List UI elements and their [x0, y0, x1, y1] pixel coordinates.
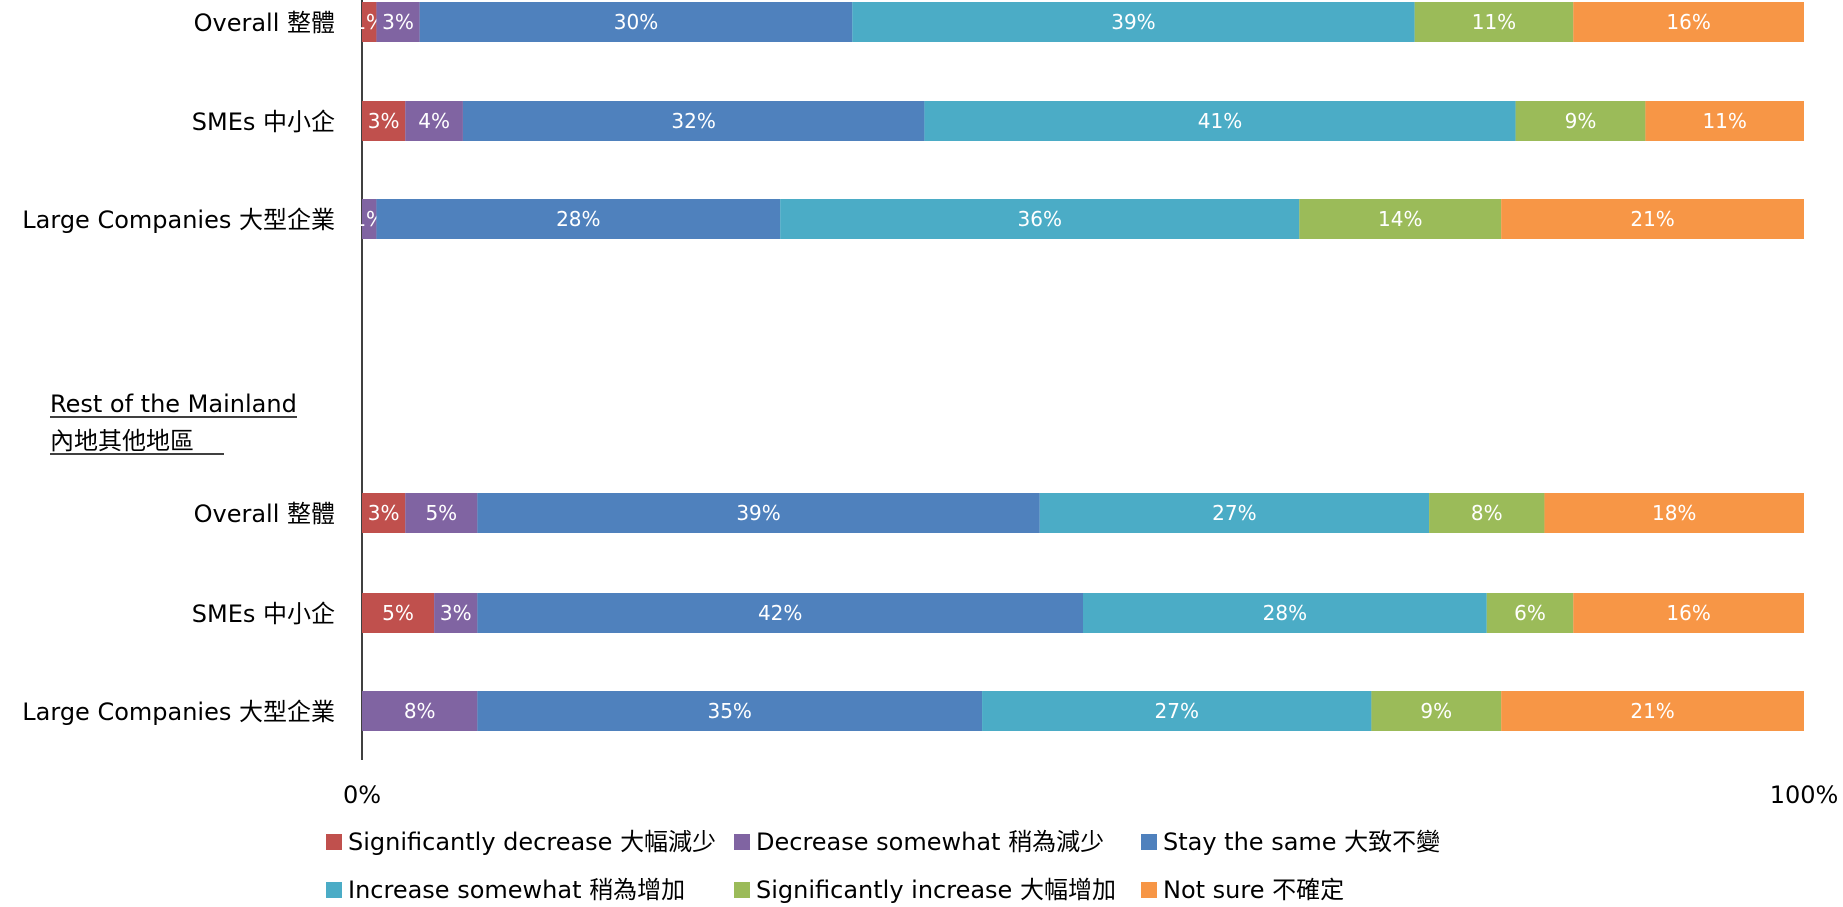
bar-segment: [362, 101, 406, 141]
bar-segment: [434, 593, 478, 633]
category-label: Overall 整體: [194, 9, 335, 37]
bar-segment: [1371, 691, 1502, 731]
category-label: Overall 整體: [194, 500, 335, 528]
legend-swatch: [734, 834, 750, 850]
legend-swatch: [1141, 834, 1157, 850]
legend-swatch: [1141, 882, 1157, 898]
bar-data-label: 21%: [1630, 207, 1674, 231]
bar-data-label: 14%: [1378, 207, 1422, 231]
bar-segment: [1645, 101, 1804, 141]
bar-segment: [362, 2, 377, 42]
legend-swatch: [326, 834, 342, 850]
bar-data-label: 30%: [614, 10, 658, 34]
bar-data-label: 39%: [736, 501, 780, 525]
category-label: SMEs 中小企: [192, 108, 335, 136]
legend-label: Decrease somewhat 稍為減少: [756, 828, 1104, 856]
legend-label: Stay the same 大致不變: [1163, 828, 1440, 856]
category-label: Large Companies 大型企業: [22, 206, 335, 234]
bar-data-label: 3%: [368, 501, 400, 525]
bar-segment: [1414, 2, 1574, 42]
bar-segment: [477, 593, 1083, 633]
legend-label: Significantly decrease 大幅減少: [348, 828, 716, 856]
bar-segment: [852, 2, 1415, 42]
bar-segment: [924, 101, 1516, 141]
bar-data-label: 11%: [1472, 10, 1516, 34]
bar-data-label: 9%: [1420, 699, 1452, 723]
bar-segment: [362, 593, 435, 633]
category-label: SMEs 中小企: [192, 600, 335, 628]
bar-data-label: 11%: [1702, 109, 1746, 133]
bar-segment: [1544, 493, 1804, 533]
bar-segment: [1039, 493, 1430, 533]
bar-data-label: 28%: [1263, 601, 1307, 625]
bar-segment: [362, 493, 406, 533]
bar-data-label: 28%: [556, 207, 600, 231]
group-subtitle: 內地其他地區: [50, 427, 194, 455]
bar-segment: [405, 493, 478, 533]
legend-swatch: [734, 882, 750, 898]
bar-segment: [405, 101, 463, 141]
legend-label: Not sure 不確定: [1163, 876, 1344, 904]
bar-data-label: 3%: [368, 109, 400, 133]
bar-data-label: 9%: [1565, 109, 1597, 133]
bar-data-label: 16%: [1666, 601, 1710, 625]
x-tick-label-100: 100%: [1770, 781, 1839, 809]
bar-segment: [1573, 593, 1804, 633]
bar-data-label: 8%: [1471, 501, 1503, 525]
bar-segment: [462, 101, 925, 141]
bar-data-label: 5%: [382, 601, 414, 625]
bar-segment: [982, 691, 1372, 731]
bar-data-label: 4%: [418, 109, 450, 133]
bar-data-label: 16%: [1666, 10, 1710, 34]
bar-data-label: 3%: [440, 601, 472, 625]
legend-swatch: [326, 882, 342, 898]
bar-segment: [1429, 493, 1545, 533]
category-label: Large Companies 大型企業: [22, 698, 335, 726]
bar-data-label: 5%: [425, 501, 457, 525]
bar-data-label: 27%: [1212, 501, 1256, 525]
bar-segment: [1299, 199, 1502, 239]
bar-segment: [1501, 199, 1804, 239]
bar-data-label: 41%: [1198, 109, 1242, 133]
bar-segment: [362, 691, 478, 731]
bar-data-label: 8%: [404, 699, 436, 723]
bar-segment: [1501, 691, 1804, 731]
bar-segment: [362, 199, 377, 239]
legend-label: Significantly increase 大幅增加: [756, 876, 1116, 904]
bar-segment: [1573, 2, 1804, 42]
bar-data-label: 3%: [382, 10, 414, 34]
bar-segment: [477, 493, 1040, 533]
bar-segment: [477, 691, 983, 731]
bar-segment: [376, 2, 420, 42]
bar-segment: [780, 199, 1300, 239]
bar-segment: [1083, 593, 1487, 633]
group-title: Rest of the Mainland: [50, 390, 297, 418]
legend-label: Increase somewhat 稍為增加: [348, 876, 685, 904]
bar-data-label: 35%: [707, 699, 751, 723]
bar-data-label: 21%: [1630, 699, 1674, 723]
bar-data-label: 6%: [1514, 601, 1546, 625]
bar-segment: [1486, 593, 1574, 633]
bar-segment: [1515, 101, 1646, 141]
bar-segment: [376, 199, 781, 239]
bar-segment: [419, 2, 853, 42]
bar-data-label: 42%: [758, 601, 802, 625]
bar-data-label: 27%: [1155, 699, 1199, 723]
bar-data-label: 39%: [1111, 10, 1155, 34]
bar-data-label: 32%: [671, 109, 715, 133]
x-tick-label-0: 0%: [343, 781, 381, 809]
bar-data-label: 18%: [1652, 501, 1696, 525]
bar-data-label: 36%: [1018, 207, 1062, 231]
